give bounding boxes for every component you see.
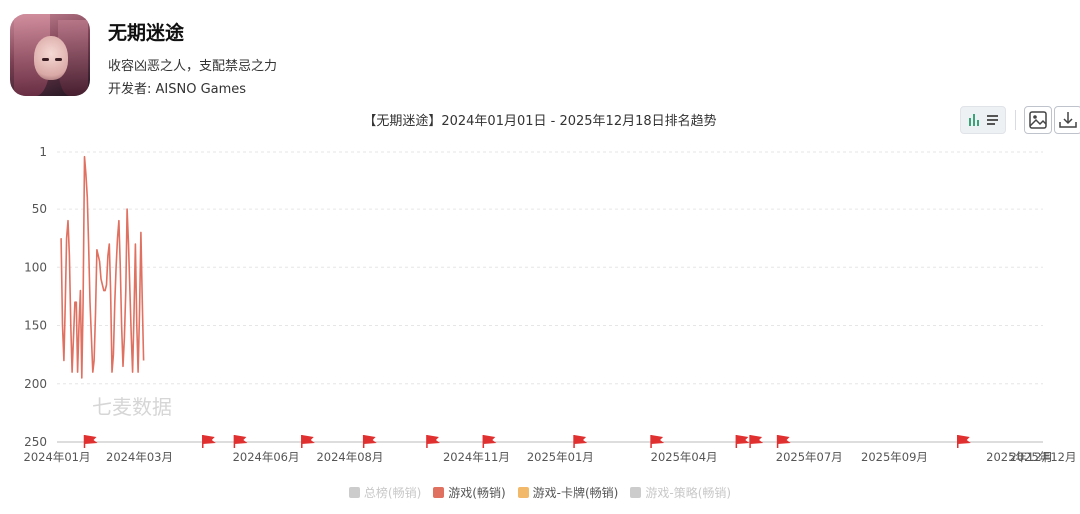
legend-label: 游戏-策略(畅销) (645, 486, 732, 500)
app-developer: 开发者: AISNO Games (108, 82, 247, 97)
x-tick-label: 2025年12月 (986, 450, 1053, 464)
chart-title: 【无期迷途】2024年01月01日 - 2025年12月18日排名趋势 (363, 114, 717, 129)
event-flag-icon[interactable] (650, 435, 665, 448)
legend-item[interactable]: 总榜(畅销) (348, 484, 422, 501)
y-tick-label: 1 (39, 145, 47, 159)
y-tick-label: 50 (32, 202, 47, 216)
legend-item[interactable]: 游戏-卡牌(畅销) (517, 484, 619, 501)
chart-type-toggle-icon (969, 114, 998, 126)
event-flag-icon[interactable] (83, 435, 98, 448)
legend-label: 游戏(畅销) (448, 486, 506, 500)
x-tick-label: 2025年04月 (651, 450, 718, 464)
legend-label: 总榜(畅销) (363, 486, 422, 500)
x-tick-label: 2024年03月 (106, 450, 173, 464)
app-slogan: 收容凶恶之人，支配禁忌之力 (108, 59, 278, 74)
event-flag-icon[interactable] (362, 435, 377, 448)
app-title: 无期迷途 (108, 22, 185, 44)
save-image-button[interactable] (1024, 106, 1052, 134)
y-tick-label: 200 (24, 377, 47, 391)
chart-type-toggle-button[interactable] (960, 106, 1006, 134)
event-flag-icon[interactable] (202, 435, 216, 448)
x-tick-label: 2024年11月 (443, 450, 510, 464)
event-flag-icon[interactable] (573, 435, 588, 448)
chart-legend: 总榜(畅销) 游戏(畅销) 游戏-卡牌(畅销) 游戏-策略(畅销) (0, 484, 1080, 501)
x-tick-label: 2024年01月 (24, 450, 91, 464)
event-flag-icon[interactable] (482, 435, 497, 448)
toolbar-divider (1015, 110, 1016, 130)
event-flag-icon[interactable] (735, 435, 750, 448)
y-tick-label: 100 (24, 260, 47, 274)
event-flag-icon[interactable] (956, 435, 971, 448)
legend-swatch (433, 487, 445, 498)
event-flag-icon[interactable] (301, 435, 315, 448)
legend-item[interactable]: 游戏-策略(畅销) (630, 484, 731, 501)
watermark: 七麦数据 (92, 395, 172, 419)
legend-swatch (517, 487, 529, 498)
download-button[interactable] (1054, 106, 1080, 134)
x-tick-label: 2025年07月 (776, 450, 843, 464)
x-tick-label: 2024年08月 (316, 450, 383, 464)
legend-swatch (348, 487, 360, 498)
legend-item[interactable]: 游戏(畅销) (433, 484, 506, 501)
event-flag-icon[interactable] (233, 435, 248, 448)
download-icon (1059, 112, 1077, 128)
legend-label: 游戏-卡牌(畅销) (532, 486, 619, 500)
x-tick-label: 2025年01月 (527, 450, 594, 464)
x-tick-label: 2024年06月 (233, 450, 300, 464)
x-tick-label: 2025年09月 (861, 450, 928, 464)
y-tick-label: 250 (24, 435, 47, 449)
y-tick-label: 150 (24, 319, 47, 333)
app-icon (10, 14, 90, 96)
save-image-icon (1029, 111, 1047, 129)
event-flag-icon[interactable] (776, 435, 791, 448)
event-flag-icon[interactable] (426, 435, 440, 448)
x-tick-label: 2025年12月 (1010, 450, 1077, 464)
legend-swatch (630, 487, 642, 498)
series-line-游戏(畅销) (60, 155, 145, 379)
event-flag-icon[interactable] (749, 435, 764, 448)
